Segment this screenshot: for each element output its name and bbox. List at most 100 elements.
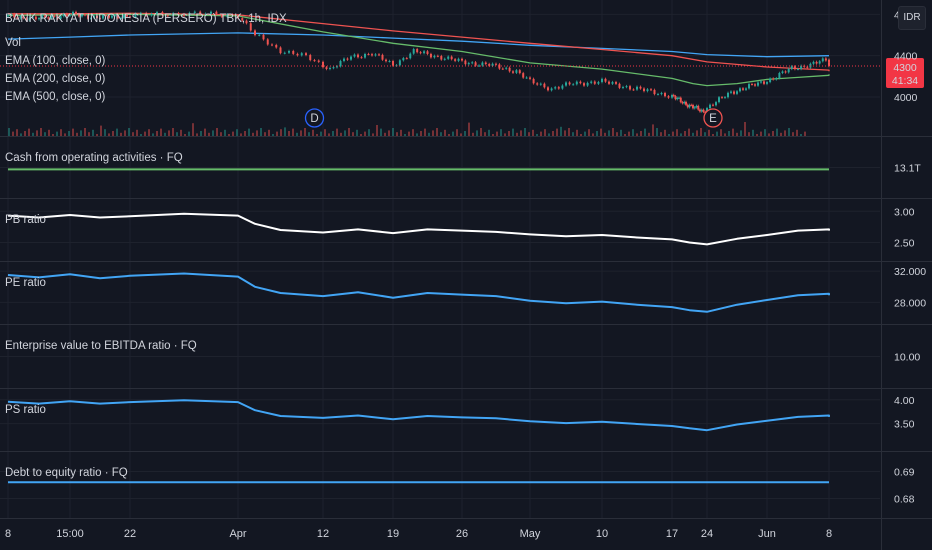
candle-body <box>700 109 703 112</box>
candle-body <box>583 83 585 86</box>
volume-bar <box>164 132 166 136</box>
candle-body <box>87 15 89 19</box>
candle-body <box>512 71 514 73</box>
candle-body <box>50 15 53 19</box>
volume-bar <box>804 131 806 136</box>
candle-body <box>586 82 589 86</box>
volume-bar <box>692 132 694 136</box>
volume-bar <box>792 132 794 136</box>
candle-body <box>447 56 450 59</box>
candle-body <box>325 67 328 69</box>
volume-bar <box>244 131 246 136</box>
event-letter: E <box>709 113 717 125</box>
volume-bar <box>20 133 22 136</box>
candle-body <box>550 88 553 91</box>
volume-bar <box>676 129 678 136</box>
candle-body <box>674 96 677 100</box>
candle-body <box>62 13 65 17</box>
candle-body <box>748 84 750 89</box>
candle-body <box>806 66 809 68</box>
candle-body <box>245 20 248 24</box>
volume-bar <box>664 129 666 136</box>
x-tick-label: 19 <box>387 528 399 540</box>
candle-body <box>467 63 470 65</box>
volume-bar <box>288 131 290 136</box>
candle-body <box>639 86 642 89</box>
candle-body <box>547 87 549 91</box>
candle-body <box>667 96 670 98</box>
volume-bar <box>520 130 522 136</box>
candle-body <box>653 89 656 95</box>
candle-body <box>69 14 71 16</box>
candle-body <box>709 104 711 109</box>
volume-bar <box>552 131 554 136</box>
pane-y-tick: 3.00 <box>894 206 915 218</box>
volume-bar <box>380 128 382 136</box>
volume-bar <box>700 128 702 136</box>
overlay-label: EMA (500, close, 0) <box>5 91 106 103</box>
x-tick-label: 15:00 <box>56 528 84 540</box>
candle-body <box>412 49 415 54</box>
candle-body <box>608 81 610 84</box>
volume-bar <box>180 129 182 136</box>
candle-body <box>145 12 148 16</box>
volume-bar <box>632 129 634 136</box>
volume-bar <box>524 128 526 136</box>
candle-body <box>671 94 673 98</box>
candle-body <box>604 78 607 82</box>
volume-bar <box>156 131 158 136</box>
pane-y-tick: 4.00 <box>894 395 915 407</box>
volume-bar <box>92 129 94 136</box>
candle-body <box>632 89 635 91</box>
volume-bar <box>488 129 490 136</box>
volume-bar <box>684 131 686 136</box>
candle-body <box>745 88 747 90</box>
candle-body <box>787 68 790 73</box>
candle-body <box>739 88 741 92</box>
candle-body <box>241 18 244 21</box>
candle-body <box>636 86 638 90</box>
volume-bar <box>260 128 262 136</box>
candle-body <box>505 67 508 69</box>
pane-series-line <box>7 272 830 313</box>
volume-bar <box>316 134 318 136</box>
volume-bar <box>748 132 750 136</box>
pane-series-line <box>7 399 830 432</box>
candle-body <box>28 17 31 21</box>
volume-bar <box>152 133 154 136</box>
candle-body <box>615 82 617 84</box>
volume-bar <box>172 128 174 136</box>
volume-bar <box>548 133 550 136</box>
volume-bar <box>328 133 330 136</box>
x-tick-label: Jun <box>758 528 776 540</box>
volume-bar <box>112 131 114 136</box>
volume-bar <box>48 129 50 136</box>
candle-body <box>618 83 621 88</box>
candle-body <box>25 18 28 21</box>
candle-body <box>601 78 603 83</box>
currency-button[interactable]: IDR <box>898 6 926 30</box>
pane-title: PE ratio <box>5 277 46 289</box>
pane-title: Debt to equity ratio · FQ <box>5 467 128 479</box>
candle-body <box>800 65 803 69</box>
candle-body <box>215 11 218 15</box>
volume-bar <box>256 130 258 136</box>
candle-body <box>426 51 429 54</box>
volume-bar <box>216 128 218 136</box>
volume-bar <box>416 133 418 136</box>
candle-body <box>461 58 463 61</box>
candle-body <box>828 62 830 67</box>
volume-bar <box>108 133 110 136</box>
volume-bar <box>484 132 486 136</box>
candle-body <box>679 97 682 103</box>
volume-bar <box>296 132 298 136</box>
volume-bar <box>140 134 142 136</box>
x-tick-label: 10 <box>596 528 608 540</box>
candle-body <box>491 63 494 66</box>
volume-bar <box>620 129 622 136</box>
candle-body <box>332 67 335 69</box>
volume-bar <box>388 130 390 136</box>
candle-body <box>183 14 185 16</box>
candle-body <box>754 84 756 86</box>
